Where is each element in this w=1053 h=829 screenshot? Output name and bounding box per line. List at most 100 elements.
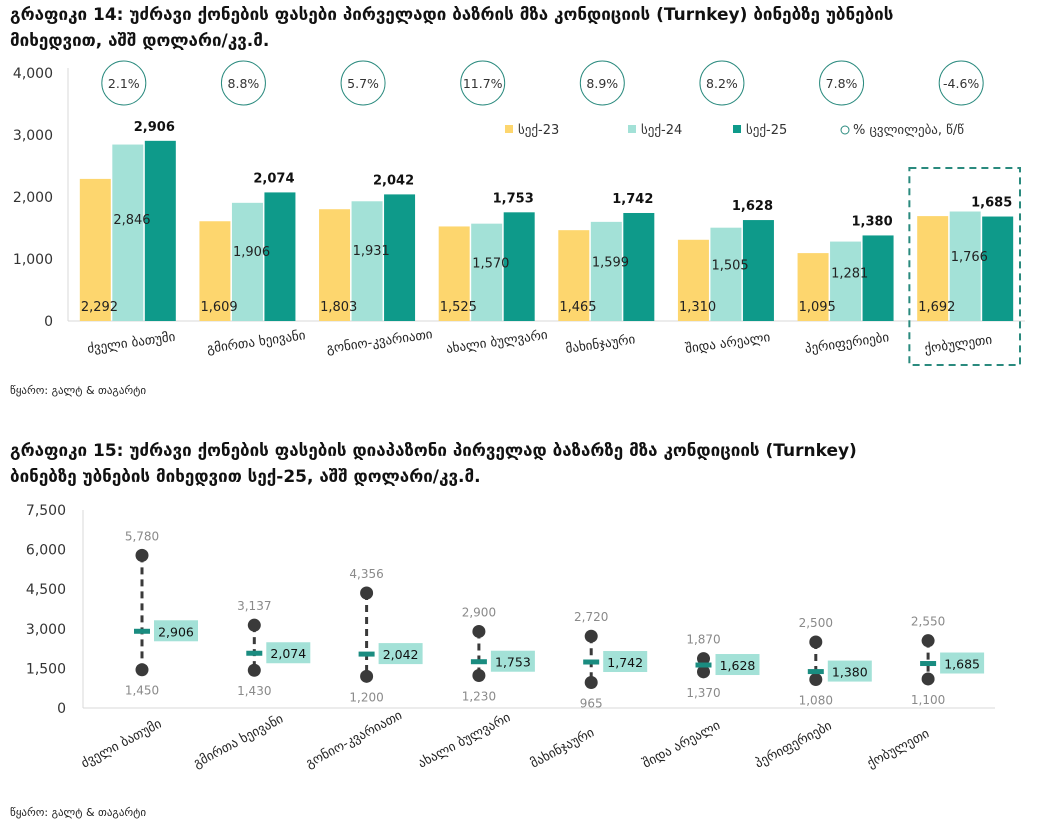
bar-value-label: 1,095 (799, 300, 836, 315)
bar-value-label: 1,570 (472, 256, 509, 271)
avg-label: 1,628 (720, 658, 756, 673)
min-label: 1,080 (799, 693, 833, 707)
y-tick-label: 1,000 (13, 252, 53, 268)
max-dot (360, 586, 374, 600)
max-label: 2,500 (799, 616, 833, 630)
bar-value-label: 1,599 (592, 255, 629, 270)
chart14-title-line1: გრაფიკი 14: უძრავი ქონების ფასები პირველ… (10, 5, 894, 25)
max-label: 2,900 (462, 605, 496, 619)
yoy-change-badge (220, 60, 266, 106)
avg-label-box (940, 652, 985, 674)
max-dot (584, 629, 598, 643)
chart15-source: წყარო: გალტ & თაგარტი (10, 806, 147, 819)
avg-marker (920, 661, 937, 667)
max-dot (697, 652, 710, 666)
bar-2 (949, 211, 981, 321)
bar-2 (710, 227, 742, 321)
category-label: ძველი ბათუმი (86, 330, 176, 357)
avg-marker (583, 659, 600, 665)
min-label: 1,430 (237, 684, 271, 698)
category-label: გმირთა ხეივანი (191, 711, 286, 771)
legend-swatch (505, 125, 513, 133)
y-tick-label: 3,000 (26, 622, 66, 638)
bar-1 (199, 221, 231, 321)
avg-marker (246, 650, 263, 656)
chart14-bar-chart: 0 1,000 2,000 3,000 4,000 2,292 2,846 2,906 2.1%… (13, 60, 1025, 366)
bar-1 (917, 216, 949, 321)
avg-label: 2,906 (158, 624, 194, 639)
chart15-title: გრაფიკი 15: უძრავი ქონების ფასების დიაპა… (10, 438, 857, 490)
avg-label-box (490, 650, 535, 672)
avg-label-box (603, 651, 648, 673)
bar-2 (830, 241, 862, 321)
y-tick-label: 0 (44, 314, 53, 330)
bar-value-label-bold: 2,074 (253, 171, 294, 186)
min-label: 1,370 (686, 686, 720, 700)
category-label: ახალი ბულვარი (416, 710, 514, 771)
legend-swatch (628, 125, 636, 133)
legend-label: სექ-25 (746, 123, 787, 138)
bar-value-label: 1,931 (353, 244, 390, 259)
bar-value-label-bold: 1,753 (493, 191, 534, 206)
bar-3 (982, 216, 1014, 321)
bar-1 (438, 226, 470, 321)
y-tick-label: 3,000 (13, 128, 53, 144)
min-dot (360, 669, 374, 683)
category-label: პერიფერიები (804, 330, 890, 357)
bar-3 (862, 235, 894, 321)
chart15-title-line1: გრაფიკი 15: უძრავი ქონების ფასების დიაპა… (10, 441, 857, 461)
chart14-title: გრაფიკი 14: უძრავი ქონების ფასები პირველ… (10, 2, 893, 54)
y-tick-label: 2,000 (13, 190, 53, 206)
yoy-change-label: 8.2% (706, 76, 738, 91)
y-tick-label: 6,000 (26, 543, 66, 559)
avg-label: 1,742 (607, 655, 643, 670)
min-dot (921, 672, 935, 686)
bar-3 (742, 220, 774, 321)
category-label: შიდა არეალი (640, 718, 723, 772)
bar-3 (264, 192, 296, 321)
category-label: მახინჯაური (528, 725, 597, 771)
avg-label-box (715, 654, 760, 676)
bar-value-label: 2,292 (81, 300, 118, 315)
bar-3 (503, 212, 535, 321)
bar-value-label-bold: 1,628 (732, 199, 773, 214)
avg-marker (695, 662, 712, 668)
y-tick-label: 7,500 (26, 503, 66, 519)
avg-label-box (266, 642, 311, 664)
bar-2 (471, 223, 503, 321)
legend-swatch-circle (840, 125, 850, 135)
bar-3 (144, 140, 176, 321)
min-dot (809, 672, 823, 686)
min-dot (472, 669, 486, 683)
bar-value-label-bold: 1,742 (612, 192, 653, 207)
category-label: გონიო-კვარიათი (326, 327, 434, 357)
max-label: 4,356 (349, 567, 383, 581)
avg-label-box (154, 620, 198, 642)
bar-value-label-bold: 1,685 (971, 196, 1012, 211)
bar-value-label: 1,803 (320, 300, 357, 315)
category-label: გმირთა ხეივანი (206, 328, 307, 357)
y-tick-label: 0 (57, 701, 66, 717)
bar-2 (590, 221, 622, 321)
chart15-range-chart: 0 1,500 3,000 4,500 6,000 7,500 2,906 5,780 1,45… (26, 503, 995, 772)
min-dot (135, 663, 149, 677)
bar-value-label-bold: 2,042 (373, 173, 414, 188)
bar-1 (558, 230, 590, 321)
bar-value-label: 1,525 (440, 300, 477, 315)
avg-label: 2,042 (383, 647, 419, 662)
yoy-change-badge (340, 60, 386, 106)
max-dot (809, 635, 823, 649)
min-label: 1,100 (911, 693, 945, 707)
category-label: მახინჯაური (565, 332, 637, 357)
y-tick-label: 4,500 (26, 582, 66, 598)
yoy-change-label: 2.1% (108, 76, 140, 91)
avg-marker (134, 628, 150, 634)
bar-3 (623, 212, 655, 321)
category-label: ძველი ბათუმი (79, 716, 165, 771)
min-dot (584, 676, 598, 690)
category-label: პერიფერიები (753, 718, 835, 771)
yoy-change-badge (101, 60, 147, 106)
legend-label: სექ-24 (641, 123, 682, 138)
bar-1 (79, 178, 111, 321)
highlight-box (908, 167, 1021, 366)
